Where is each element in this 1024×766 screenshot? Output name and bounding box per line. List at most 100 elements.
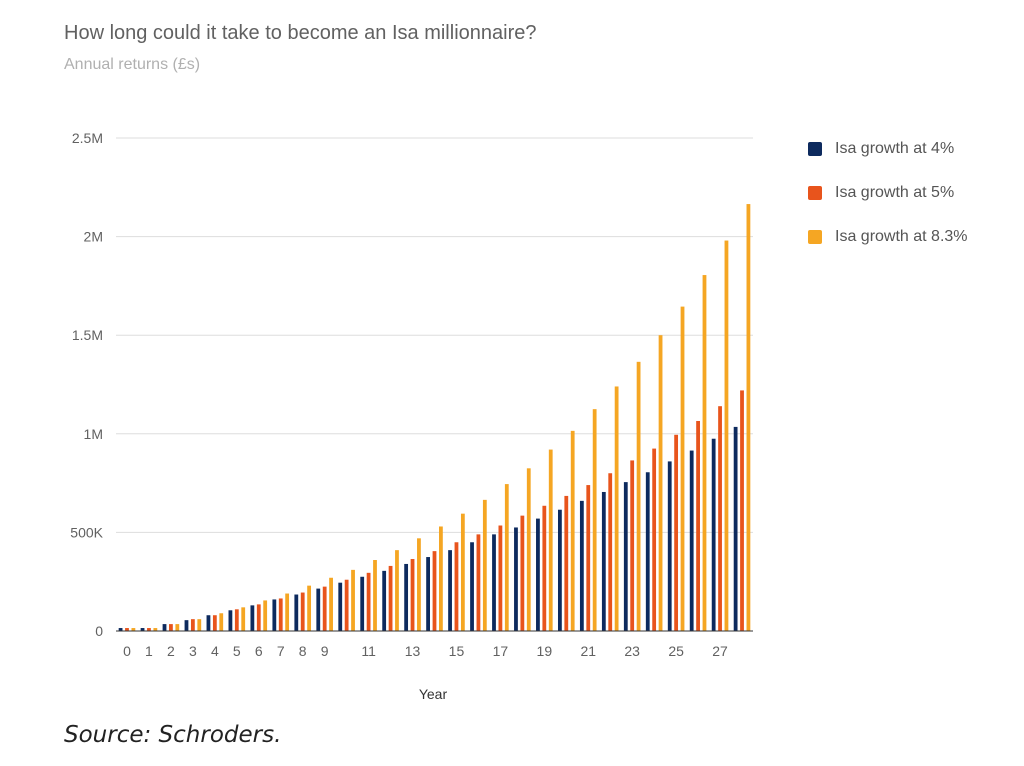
x-tick-label: 7 — [277, 643, 285, 659]
bar — [570, 430, 575, 631]
bar — [360, 576, 365, 631]
bar — [702, 275, 707, 631]
bar — [175, 624, 180, 631]
y-tick-label: 1.5M — [72, 327, 103, 343]
bar — [711, 438, 716, 631]
bar — [448, 550, 452, 631]
bar — [652, 448, 657, 631]
bar — [520, 515, 525, 631]
bar — [548, 449, 553, 631]
bar — [118, 628, 123, 631]
bar — [614, 386, 619, 631]
bar — [623, 482, 628, 631]
x-tick-label: 15 — [449, 643, 465, 659]
bar — [250, 605, 255, 631]
bar — [294, 594, 299, 631]
bar — [432, 551, 437, 631]
bar — [504, 484, 509, 631]
bar — [460, 513, 465, 631]
bar — [733, 426, 738, 631]
bar — [404, 563, 409, 631]
bar — [689, 450, 694, 631]
x-tick-label: 4 — [211, 643, 219, 659]
bar — [592, 409, 597, 631]
bar — [536, 518, 540, 631]
bar — [439, 526, 443, 631]
legend-item-83pct[interactable]: Isa growth at 8.3% — [808, 226, 968, 248]
source-note: Source: Schroders. — [64, 722, 282, 748]
bar — [197, 619, 202, 631]
bar — [147, 628, 151, 631]
bar — [667, 461, 672, 631]
bar — [740, 390, 744, 631]
bar — [382, 570, 387, 631]
bar — [373, 560, 377, 631]
legend-swatch — [808, 230, 822, 244]
bar — [601, 491, 606, 631]
bar — [285, 593, 290, 631]
legend: Isa growth at 4% Isa growth at 5% Isa gr… — [808, 138, 968, 270]
bar — [410, 559, 415, 631]
bar — [234, 609, 239, 631]
x-tick-label: 0 — [123, 643, 131, 659]
bar — [131, 628, 136, 631]
bar — [476, 534, 481, 631]
x-tick-label: 1 — [145, 643, 153, 659]
bar — [696, 420, 700, 631]
x-tick-label: 27 — [712, 643, 728, 659]
bar — [256, 604, 261, 631]
x-tick-label: 9 — [321, 643, 329, 659]
chart-subtitle: Annual returns (£s) — [64, 56, 201, 73]
legend-label: Isa growth at 5% — [835, 184, 955, 201]
x-axis-title: Year — [419, 686, 448, 702]
x-tick-label: 2 — [167, 643, 175, 659]
bar — [140, 628, 145, 631]
x-tick-label: 19 — [537, 643, 553, 659]
bar — [608, 473, 613, 631]
x-tick-label: 5 — [233, 643, 241, 659]
chart-title: How long could it take to become an Isa … — [64, 22, 537, 44]
bar — [492, 534, 496, 631]
bar — [241, 607, 246, 631]
x-tick-label: 17 — [493, 643, 509, 659]
bar — [190, 619, 195, 631]
x-tick-label: 11 — [361, 643, 376, 659]
bar — [395, 550, 399, 631]
bar — [153, 628, 158, 631]
x-tick-label: 6 — [255, 643, 263, 659]
bar — [263, 600, 268, 631]
legend-item-5pct[interactable]: Isa growth at 5% — [808, 182, 968, 204]
bar — [228, 610, 233, 631]
bar — [564, 495, 569, 631]
bar — [316, 588, 321, 631]
y-tick-label: 2M — [84, 229, 103, 245]
bar — [426, 557, 430, 631]
bar — [278, 598, 283, 631]
bar — [586, 485, 591, 631]
bar — [557, 509, 562, 631]
legend-item-4pct[interactable]: Isa growth at 4% — [808, 138, 968, 160]
bar — [514, 527, 518, 631]
y-tick-label: 2.5M — [72, 130, 103, 146]
x-tick-label: 13 — [405, 643, 421, 659]
bar — [482, 499, 487, 631]
bar — [746, 204, 751, 631]
bar — [718, 406, 722, 631]
bar — [630, 460, 635, 631]
bar — [724, 240, 729, 631]
bar — [579, 500, 584, 631]
y-tick-label: 0 — [95, 623, 103, 639]
bar — [169, 624, 173, 631]
bar — [344, 579, 349, 631]
gridlines — [116, 137, 753, 533]
legend-swatch — [808, 142, 822, 156]
bar — [219, 613, 224, 631]
legend-label: Isa growth at 4% — [835, 140, 955, 157]
x-tick-label: 25 — [668, 643, 684, 659]
x-tick-label: 3 — [189, 643, 197, 659]
bar — [645, 472, 650, 631]
bar — [366, 572, 371, 631]
bar — [300, 592, 305, 631]
bar — [184, 620, 189, 631]
